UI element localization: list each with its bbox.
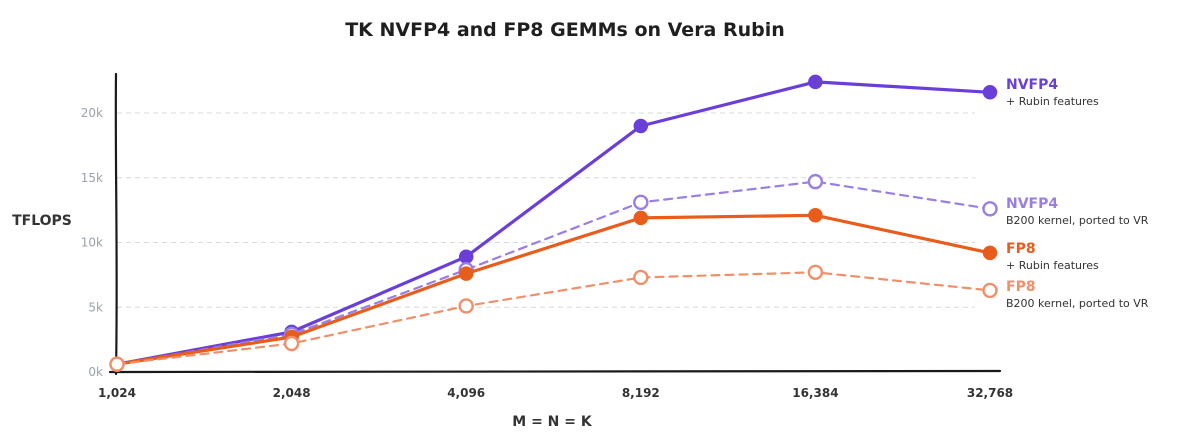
data-point [633,269,649,286]
data-point [633,118,649,134]
data-point [283,335,300,352]
data-point [807,264,824,280]
chart-title: TK NVFP4 and FP8 GEMMs on Vera Rubin [345,19,785,41]
series-sub-label: B200 kernel, ported to VR [1006,297,1149,310]
data-point [807,173,824,190]
x-tick-labels: 1,024 2,048 4,096 8,192 16,384 32,768 [98,386,1013,400]
x-tick-label: 8,192 [622,386,660,400]
series-name-label: NVFP4 [1006,77,1058,93]
y-tick-label: 0k [88,365,103,379]
x-axis-line [108,369,1002,374]
y-axis-title: TFLOPS [12,213,72,229]
y-tick-label: 10k [81,236,103,250]
x-axis-title: M = N = K [512,414,593,430]
series-sub-label: B200 kernel, ported to VR [1006,214,1149,227]
series-line [115,80,992,366]
data-point [458,298,474,314]
y-tick-label: 15k [81,171,103,185]
y-tick-label: 5k [88,300,103,314]
y-axis-line [114,72,118,376]
data-point [458,249,474,264]
series-sub-label: + Rubin features [1006,95,1099,108]
x-tick-label: 1,024 [98,386,136,400]
x-tick-label: 16,384 [792,386,838,400]
y-tick-label: 20k [81,106,103,120]
data-point [633,194,649,211]
data-point [982,245,998,261]
series-sub-label: + Rubin features [1006,259,1099,272]
y-tick-labels: 0k 5k 10k 15k 20k [81,106,103,379]
series-line [115,271,992,366]
series-line [115,180,992,366]
data-point [458,266,474,281]
series-name-label: FP8 [1006,279,1036,295]
series-name-label: NVFP4 [1006,196,1058,212]
data-point [109,356,125,372]
data-point [633,210,649,226]
x-tick-label: 2,048 [273,386,311,400]
series-lines [109,74,998,372]
data-point [982,201,998,217]
gridlines [117,112,975,308]
series-line [115,213,992,366]
x-tick-label: 4,096 [447,386,485,400]
x-tick-label: 32,768 [967,386,1013,400]
data-point [808,74,823,90]
data-point [808,208,823,223]
axes [108,72,1002,376]
series-labels: NVFP4 + Rubin features NVFP4 B200 kernel, p… [1006,77,1149,310]
data-point [982,282,998,299]
data-point [982,85,998,100]
series-name-label: FP8 [1006,241,1036,257]
